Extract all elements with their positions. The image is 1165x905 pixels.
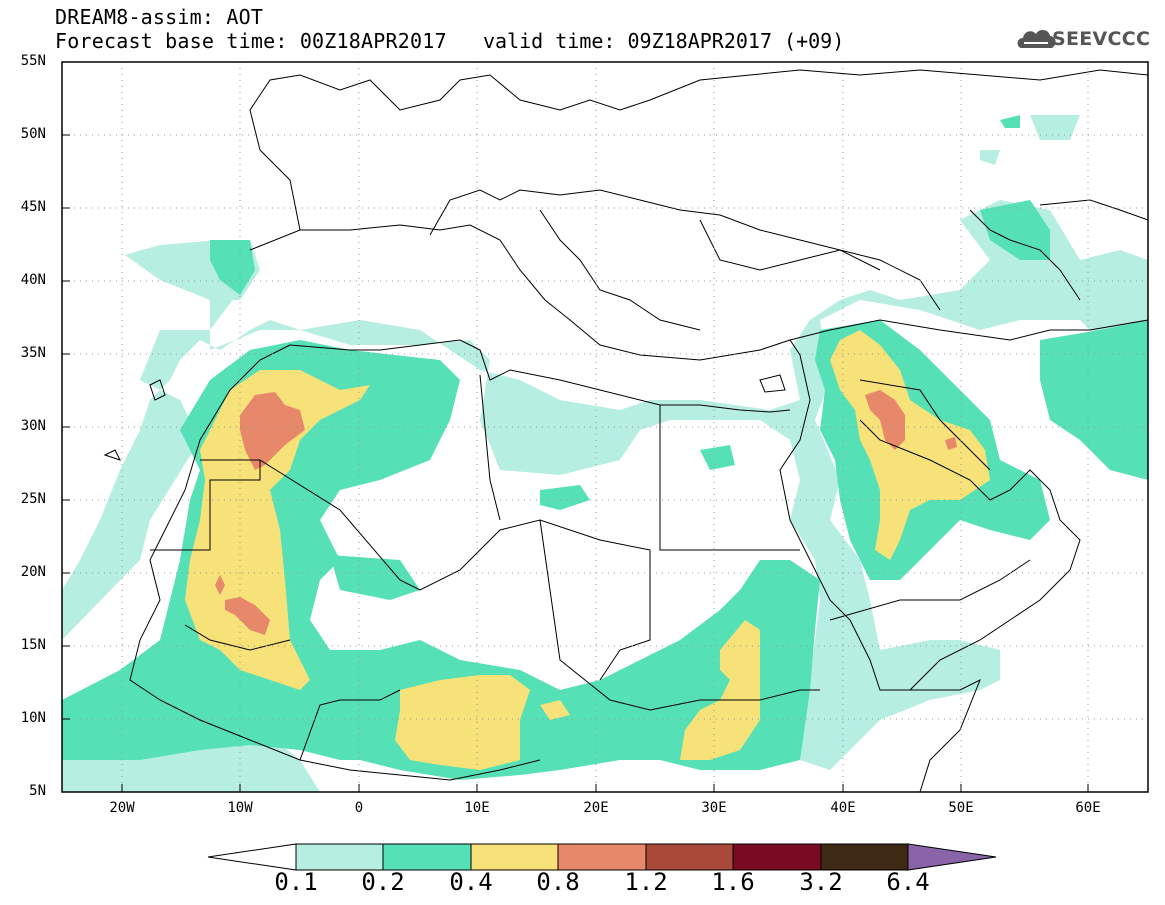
lat-label: 10N: [20, 710, 46, 726]
logo-text: SEEVCCC: [1052, 28, 1151, 50]
colorbar-label: 1.6: [711, 868, 755, 896]
ticks: [62, 61, 1089, 792]
lon-label: 20E: [583, 800, 609, 816]
colorbar-swatch-0.2-0.4: [382, 843, 472, 871]
lat-label: 15N: [20, 637, 46, 653]
cloud-logo-icon: [1017, 30, 1056, 48]
gridlines: [62, 62, 1148, 792]
lon-label: 10E: [464, 800, 490, 816]
lat-label: 5N: [29, 783, 46, 799]
colorbar-label: 0.8: [536, 868, 580, 896]
lon-label: 0: [354, 800, 364, 816]
lat-label: 45N: [20, 199, 46, 215]
valid-time: valid time: 09Z18APR2017 (+09): [483, 29, 845, 53]
colorbar-label: 0.1: [274, 868, 318, 896]
forecast-base-time: Forecast base time: 00Z18APR2017: [55, 29, 447, 53]
colorbar-high-arrow: [907, 843, 997, 871]
lon-label: 30E: [701, 800, 727, 816]
lon-label: 10W: [227, 800, 253, 816]
lat-label: 20N: [20, 564, 46, 580]
map-title: DREAM8-assim: AOT: [55, 5, 264, 29]
colorbar-label: 6.4: [886, 868, 930, 896]
colorbar-label: 0.2: [361, 868, 405, 896]
colorbar-swatch-0.8-1.2: [557, 843, 647, 871]
colorbar-label: 1.2: [624, 868, 668, 896]
lon-label: 50E: [948, 800, 974, 816]
lon-label: 20W: [109, 800, 135, 816]
colorbar-swatch-3.2-6.4: [820, 843, 909, 871]
colorbar-label: 3.2: [799, 868, 843, 896]
lat-label: 40N: [20, 272, 46, 288]
lat-label: 25N: [20, 491, 46, 507]
coastlines-borders: [103, 69, 1148, 792]
colorbar-label: 0.4: [449, 868, 493, 896]
colorbar-swatch-0.4-0.8: [470, 843, 559, 871]
colorbar-swatch-1.6-3.2: [732, 843, 822, 871]
lat-label: 55N: [20, 53, 46, 69]
colorbar-swatch-0.1-0.2: [295, 843, 384, 871]
lon-label: 60E: [1075, 800, 1101, 816]
aot-level-0.8-area: [215, 390, 957, 635]
colorbar-low-arrow: [207, 843, 297, 871]
colorbar-swatch-1.2-1.6: [645, 843, 734, 871]
lon-label: 40E: [830, 800, 856, 816]
lat-label: 35N: [20, 345, 46, 361]
colorbar: [207, 843, 997, 871]
lat-label: 30N: [20, 418, 46, 434]
lat-label: 50N: [20, 126, 46, 142]
